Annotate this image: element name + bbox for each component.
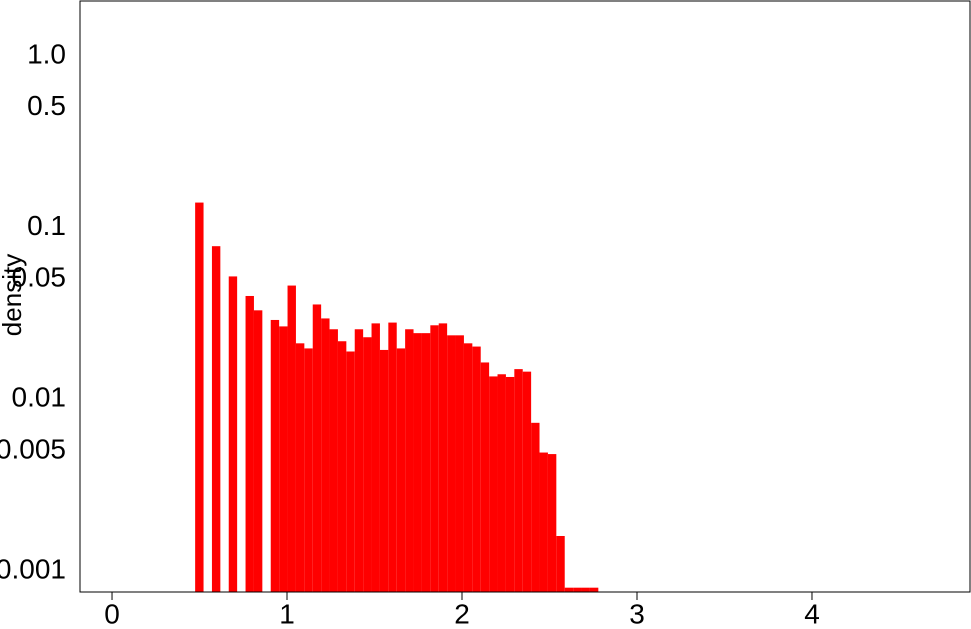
bar bbox=[413, 333, 422, 592]
bar bbox=[514, 369, 523, 592]
bar bbox=[556, 535, 565, 592]
bar bbox=[287, 285, 296, 592]
bar bbox=[245, 295, 254, 592]
y-tick-label: 0.1 bbox=[27, 210, 66, 241]
bar bbox=[396, 348, 406, 592]
bar bbox=[472, 346, 481, 592]
bar bbox=[589, 587, 599, 592]
x-tick-label: 0 bbox=[104, 598, 120, 629]
bar bbox=[295, 343, 305, 592]
bar bbox=[480, 362, 490, 592]
x-tick-label: 4 bbox=[804, 598, 820, 629]
bar bbox=[329, 329, 338, 592]
bar bbox=[270, 319, 280, 592]
x-tick-label: 2 bbox=[454, 598, 470, 629]
bar bbox=[371, 323, 380, 592]
bar bbox=[321, 318, 330, 592]
y-tick-label: 0.005 bbox=[0, 433, 66, 464]
bar bbox=[455, 335, 464, 592]
bar bbox=[312, 304, 322, 592]
bar bbox=[405, 329, 414, 592]
y-tick-label: 0.05 bbox=[12, 262, 67, 293]
y-tick-label: 0.5 bbox=[27, 90, 66, 121]
bar bbox=[505, 376, 515, 592]
bar bbox=[573, 587, 582, 592]
bar bbox=[539, 452, 548, 592]
bar bbox=[430, 325, 439, 592]
bar bbox=[421, 333, 431, 592]
bar bbox=[388, 322, 397, 592]
y-tick-label: 0.01 bbox=[12, 382, 67, 413]
bar bbox=[497, 374, 506, 592]
bar bbox=[522, 371, 532, 592]
bar bbox=[253, 310, 263, 592]
y-axis-label: density bbox=[0, 254, 27, 336]
y-tick-label: 0.001 bbox=[0, 553, 66, 584]
bar bbox=[346, 351, 355, 592]
bar bbox=[279, 326, 288, 592]
bar bbox=[447, 335, 456, 592]
bar bbox=[463, 343, 473, 592]
x-tick-label: 1 bbox=[279, 598, 295, 629]
bar bbox=[564, 587, 574, 592]
bar bbox=[363, 337, 372, 592]
bar bbox=[304, 348, 313, 592]
bar bbox=[547, 454, 557, 592]
bar bbox=[581, 587, 590, 592]
bar bbox=[438, 323, 448, 592]
bar bbox=[211, 246, 221, 592]
bar bbox=[354, 329, 364, 592]
bar bbox=[337, 341, 347, 592]
y-tick-label: 1.0 bbox=[27, 38, 66, 69]
bar bbox=[531, 422, 540, 592]
bar bbox=[228, 276, 238, 592]
bar bbox=[379, 349, 389, 592]
plot-frame bbox=[79, 0, 971, 593]
bar bbox=[489, 376, 498, 592]
x-tick-label: 3 bbox=[629, 598, 645, 629]
bar bbox=[195, 202, 204, 592]
